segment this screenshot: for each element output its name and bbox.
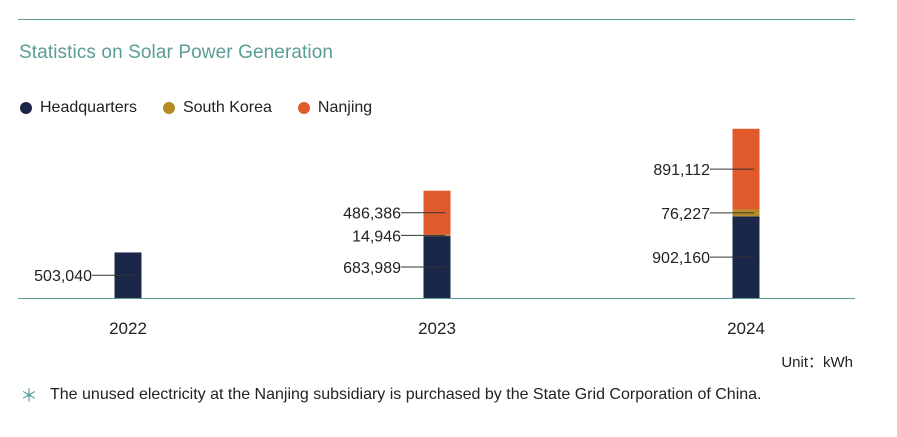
x-tick-label-2022: 2022 [109,319,147,338]
footnote: ＊ The unused electricity at the Nanjing … [20,382,762,408]
x-tick-label-2024: 2024 [727,319,765,338]
data-label-headquarters-2024: 902,160 [652,250,710,267]
legend-swatch-south-korea [162,102,175,114]
data-label-nanjing-2023: 486,386 [343,206,401,223]
data-label-south-korea-2023: 14,946 [352,228,401,245]
legend-item-south-korea: South Korea [162,99,272,117]
x-tick-label-2023: 2023 [418,319,456,338]
asterisk-icon: ＊ [20,386,38,406]
chart-title: Statistics on Solar Power Generation [19,42,334,63]
data-label-nanjing-2024: 891,112 [653,162,710,179]
top-divider [18,19,855,20]
footnote-text: The unused electricity at the Nanjing su… [50,386,762,403]
legend-swatch-headquarters [20,102,32,114]
data-label-headquarters-2022: 503,040 [34,268,92,285]
legend-item-nanjing: Nanjing [297,99,373,117]
legend-label-headquarters: Headquarters [40,99,137,116]
legend-swatch-nanjing [297,102,310,114]
data-label-headquarters-2023: 683,989 [343,260,401,277]
legend: Headquarters South Korea Nanjing [20,99,372,117]
unit-label: Unit：kWh [781,354,853,371]
legend-label-nanjing: Nanjing [317,99,373,116]
legend-label-south-korea: South Korea [182,99,272,116]
data-label-south-korea-2024: 76,227 [661,206,710,223]
legend-item-headquarters: Headquarters [20,99,137,117]
